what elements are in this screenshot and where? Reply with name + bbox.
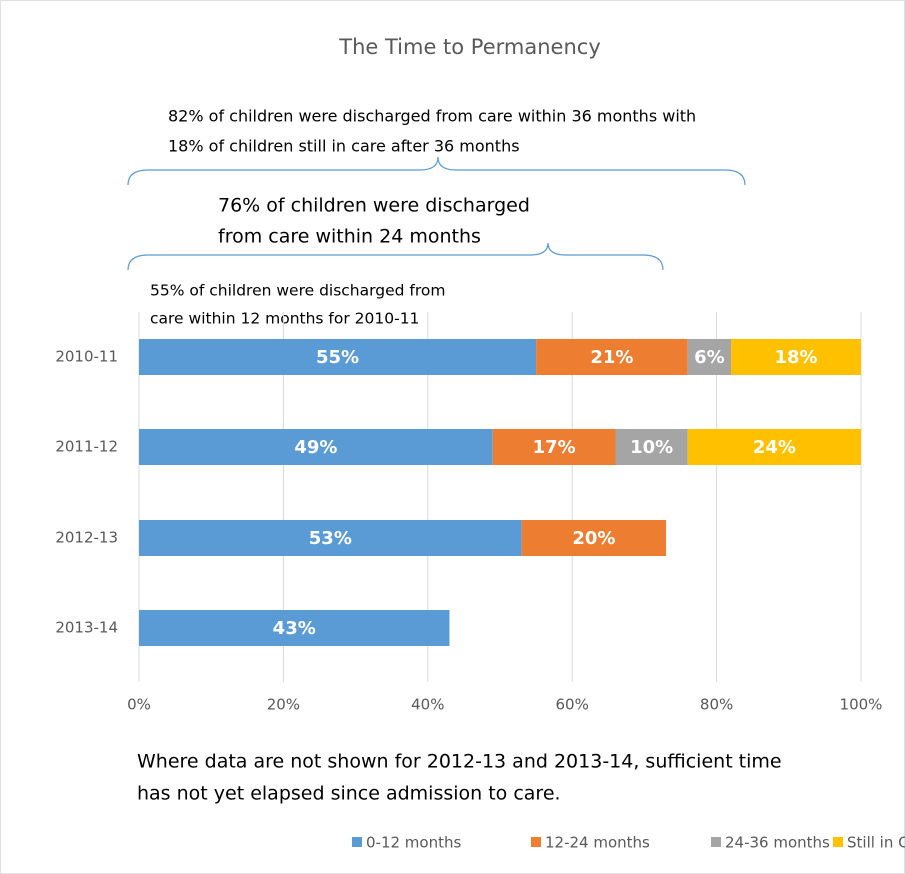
brace [127,156,746,186]
legend-swatch [531,837,541,847]
data-label: 21% [590,347,633,368]
y-tick-label: 2013-14 [55,619,118,637]
bar-segment [139,610,450,646]
note: Where data are not shown for 2012-13 and… [137,751,782,773]
bar-segment [731,339,861,375]
bar-segment [536,339,688,375]
y-tick-label: 2012-13 [55,529,118,547]
bar-segment [521,520,667,556]
bar-segment [139,429,493,465]
bar-segment [687,429,861,465]
legend-swatch [711,837,721,847]
legend-label: 0-12 months [366,834,461,852]
bar-segment [615,429,688,465]
annotation: 76% of children were discharged [218,195,530,217]
data-label: 43% [273,618,316,639]
note: has not yet elapsed since admission to c… [137,783,561,805]
legend-label: Still in Care [847,834,905,852]
x-tick-label: 20% [267,696,300,714]
bar-segment [139,520,522,556]
y-tick-label: 2011-12 [55,438,118,456]
annotation: care within 12 months for 2010-11 [150,310,419,328]
brace [127,242,664,271]
x-tick-label: 100% [840,696,883,714]
bar-segment [139,339,537,375]
annotation: 18% of children still in care after 36 m… [168,137,520,156]
legend-label: 24-36 months [725,834,830,852]
x-tick-label: 40% [411,696,444,714]
legend-swatch [833,837,843,847]
annotation: 82% of children were discharged from car… [168,107,696,126]
legend-label: 12-24 months [545,834,650,852]
bar-segment [492,429,616,465]
data-label: 49% [294,437,337,458]
chart-title: The Time to Permanency [338,35,601,59]
x-tick-label: 0% [127,696,151,714]
data-label: 20% [572,528,615,549]
data-label: 18% [774,347,817,368]
x-tick-label: 60% [556,696,589,714]
annotation: from care within 24 months [218,226,481,248]
legend-swatch [352,837,362,847]
data-label: 10% [630,437,673,458]
data-label: 24% [753,437,796,458]
data-label: 55% [316,347,359,368]
y-tick-label: 2010-11 [55,348,118,366]
data-label: 53% [309,528,352,549]
bar-segment [687,339,732,375]
x-tick-label: 80% [700,696,733,714]
annotation: 55% of children were discharged from [150,282,445,300]
data-label: 6% [694,347,725,368]
data-label: 17% [533,437,576,458]
